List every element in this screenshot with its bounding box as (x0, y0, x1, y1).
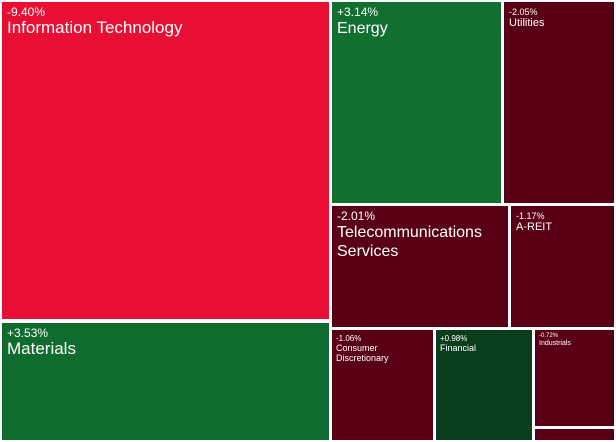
tile-financial[interactable]: +0.98% Financial (436, 330, 532, 440)
tile-utilities[interactable]: -2.05% Utilities (504, 2, 614, 203)
tile-information-technology[interactable]: -9.40% Information Technology (2, 2, 329, 319)
tile-label: Utilities (509, 17, 545, 29)
tile-label: Industrials (539, 340, 571, 347)
tile-change: -2.01% (337, 209, 376, 223)
tile-label: Energy (337, 20, 388, 37)
tile-change: -0.72% (539, 333, 559, 339)
tile-label: Information Technology (7, 18, 183, 37)
tile-materials[interactable]: +3.53% Materials (2, 323, 329, 440)
tile-consumer-discretionary[interactable]: -1.06% Consumer Discretionary (332, 330, 433, 440)
tile-industrials[interactable]: -0.72% Industrials (535, 330, 614, 426)
tile-telecommunications-services[interactable]: -2.01% Telecommunications Services (332, 206, 508, 327)
tile-change: -9.40% (7, 5, 46, 19)
tile-label: Consumer Discretionary (336, 343, 389, 363)
tile-label: A-REIT (516, 221, 553, 233)
tile-change: -1.06% (336, 334, 362, 343)
tile-label: Telecommunications Services (337, 224, 482, 260)
tile-change: +3.14% (337, 5, 379, 19)
tile-change: -1.17% (516, 211, 545, 221)
tile-change: +3.53% (7, 326, 49, 340)
tile-label: Materials (7, 339, 76, 358)
tile-a-reit[interactable]: -1.17% A-REIT (511, 206, 614, 327)
tile-unlabeled[interactable] (535, 429, 614, 440)
tile-energy[interactable]: +3.14% Energy (332, 2, 501, 203)
tile-change: +0.98% (440, 334, 468, 343)
tile-change: -2.05% (509, 7, 538, 17)
tile-label: Financial (440, 343, 477, 353)
